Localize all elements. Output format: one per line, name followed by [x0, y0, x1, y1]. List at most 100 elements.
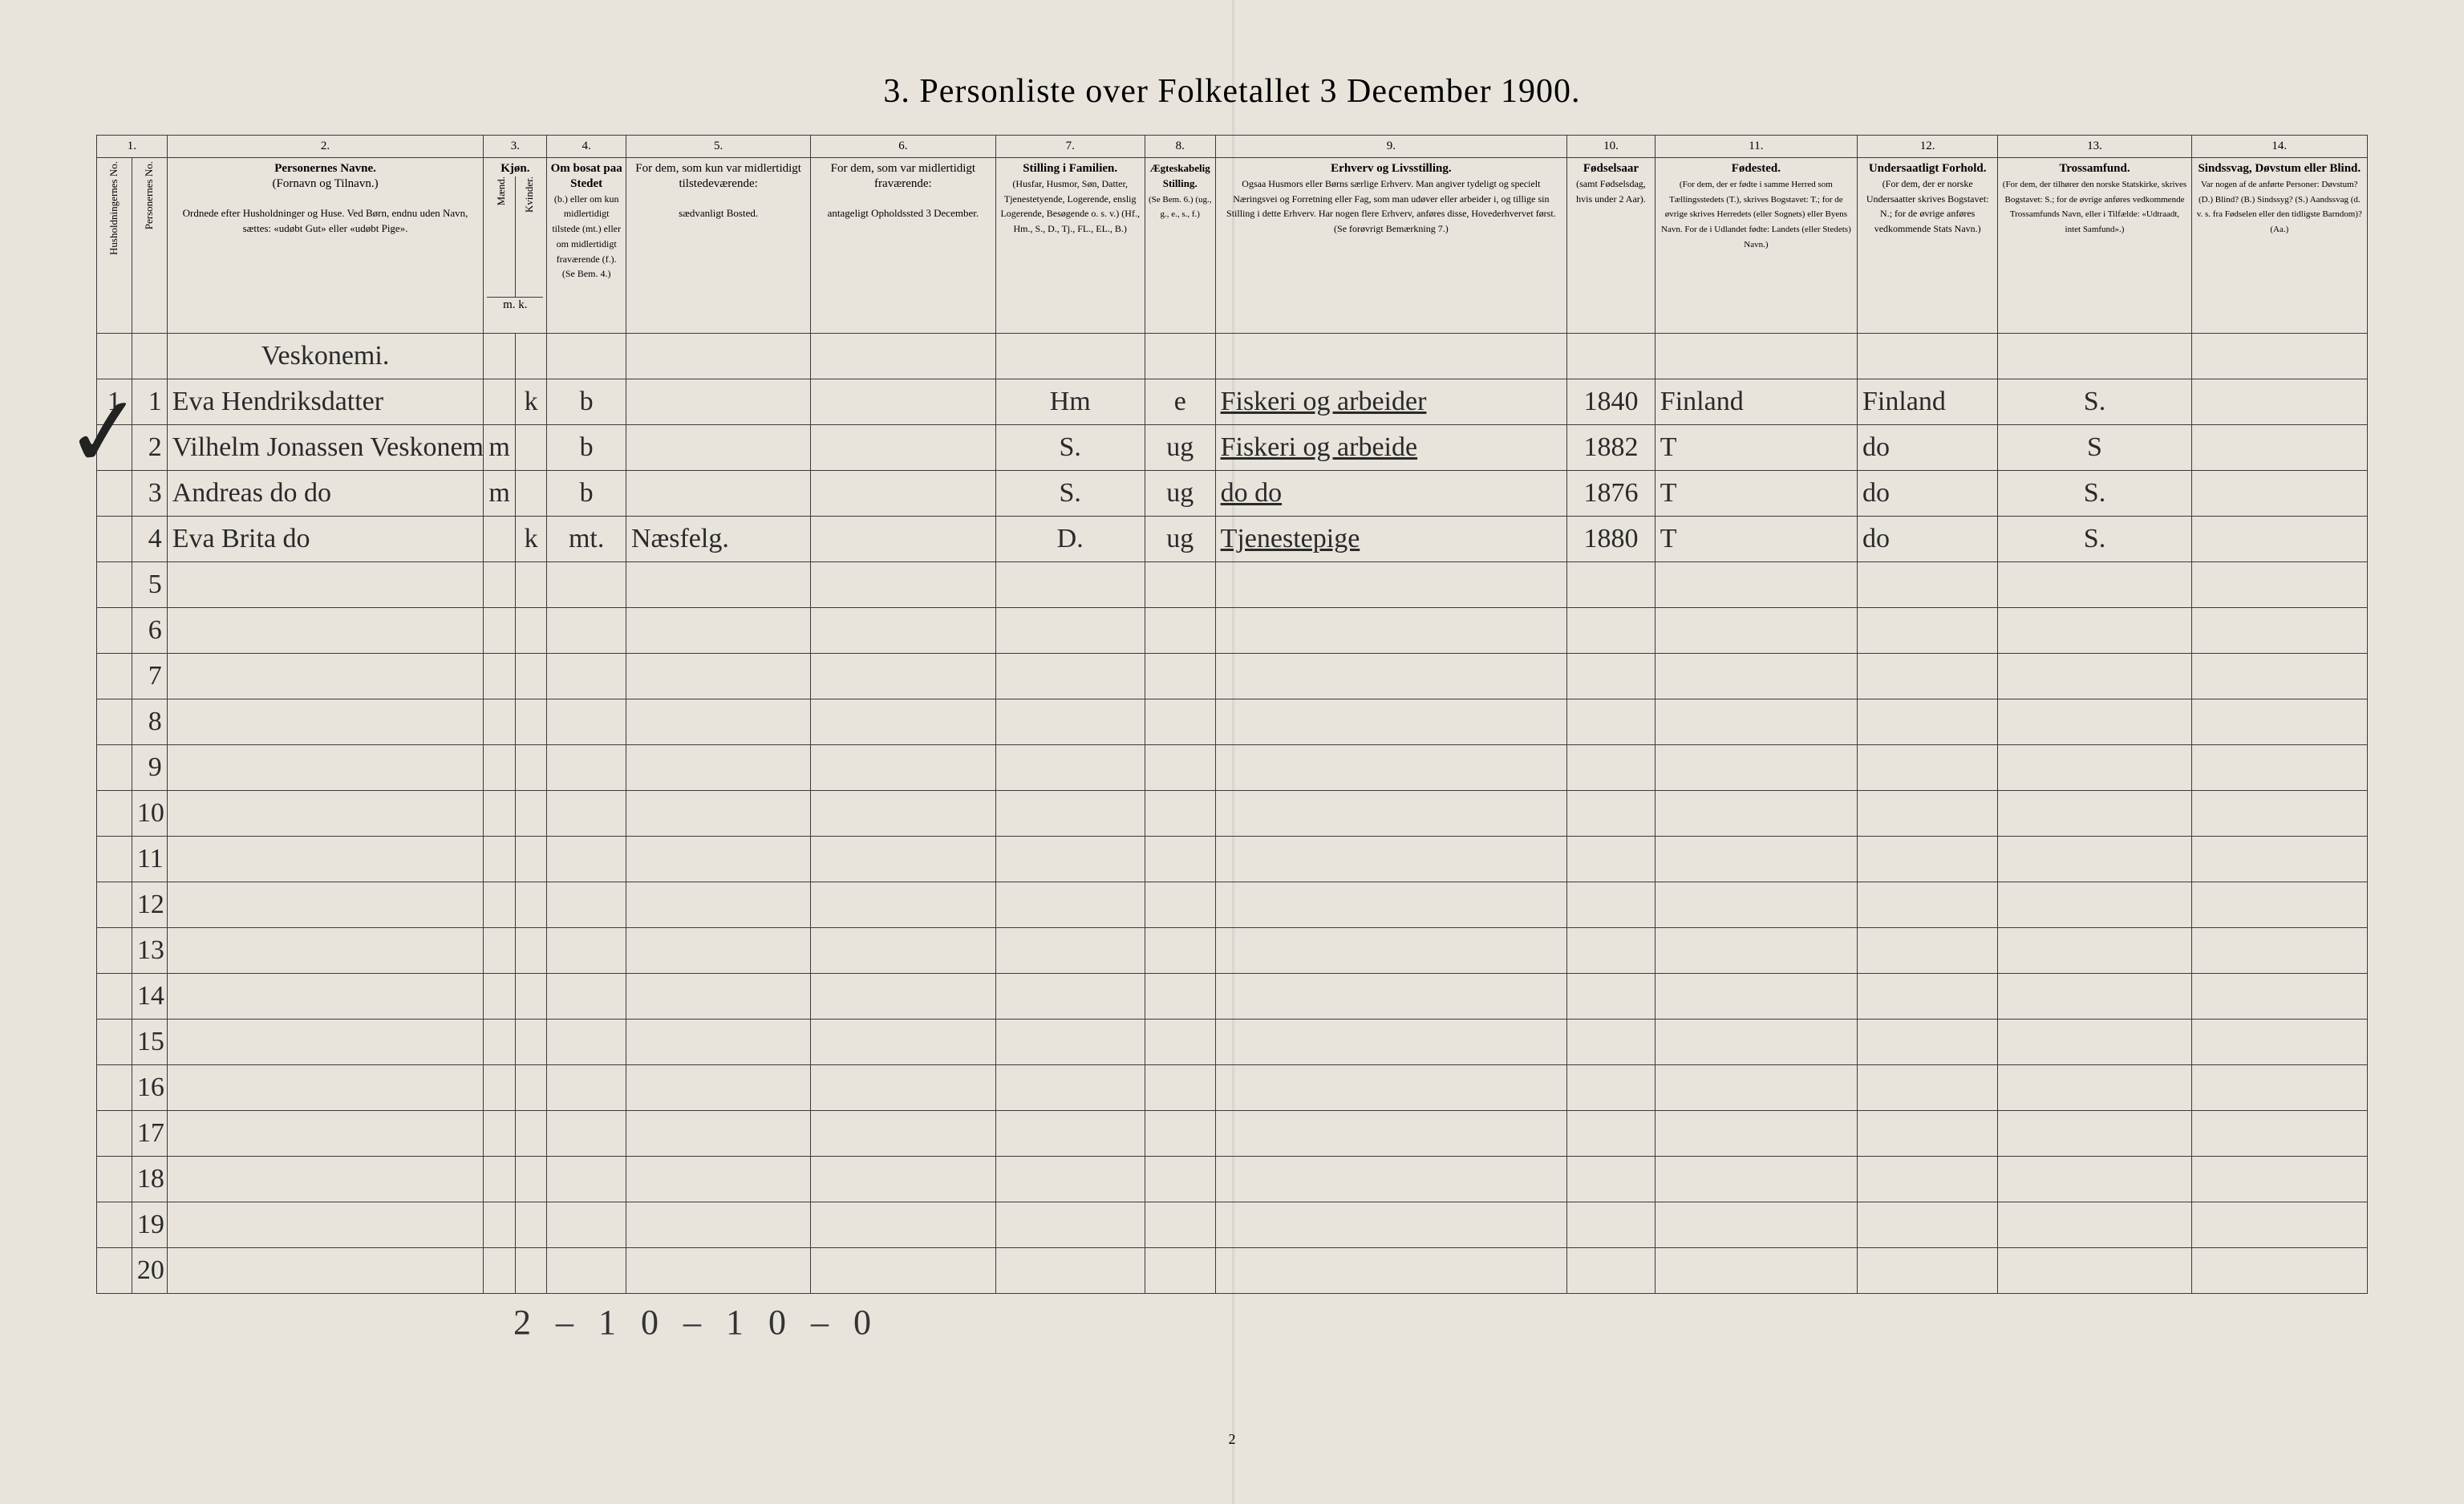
- cell-name: Vilhelm Jonassen Veskonemi: [167, 425, 484, 471]
- table-row-empty: 13: [97, 928, 2368, 974]
- head-disability: Sindssvag, Døvstum eller Blind. Var noge…: [2191, 158, 2367, 334]
- head-sex: Kjøn. Mænd. Kvinder. m. k.: [484, 158, 547, 334]
- table-row: 3Andreas do dombS.ugdo do1876TdoS.: [97, 471, 2368, 517]
- cell-birthyear: 1840: [1567, 379, 1656, 425]
- table-row-empty: 19: [97, 1202, 2368, 1248]
- cell-sex-k: [515, 425, 546, 471]
- cell-persno: 1: [132, 379, 167, 425]
- cell-sex-k: k: [515, 517, 546, 562]
- cell-disability: [2191, 517, 2367, 562]
- table-header: 1. 2. 3. 4. 5. 6. 7. 8. 9. 10. 11. 12. 1…: [97, 136, 2368, 334]
- head-religion: Trossamfund. (For dem, der tilhører den …: [1998, 158, 2191, 334]
- cell-c5: [626, 471, 811, 517]
- cell-resident: mt.: [547, 517, 626, 562]
- table-row-empty: 9: [97, 745, 2368, 791]
- colnum-12: 12.: [1857, 136, 1997, 158]
- cell-marital: ug: [1145, 425, 1215, 471]
- cell-disability: [2191, 379, 2367, 425]
- table-row-empty: 15: [97, 1020, 2368, 1065]
- footer-tally: 2 – 1 0 – 1 0 – 0: [96, 1302, 2368, 1343]
- cell-birthplace: T: [1655, 425, 1857, 471]
- colnum-13: 13.: [1998, 136, 2191, 158]
- table-row: 4Eva Brita dokmt.Næsfelg.D.ugTjenestepig…: [97, 517, 2368, 562]
- cell-occupation: do do: [1215, 471, 1567, 517]
- cell-occupation: Tjenestepige: [1215, 517, 1567, 562]
- head-resident: Om bosat paa Stedet (b.) eller om kun mi…: [547, 158, 626, 334]
- cell-occupation: Fiskeri og arbeider: [1215, 379, 1567, 425]
- colnum-9: 9.: [1215, 136, 1567, 158]
- header-text-row: Husholdningernes No. Personernes No. Per…: [97, 158, 2368, 334]
- table-row-empty: 20: [97, 1248, 2368, 1294]
- cell-sex-m: [484, 517, 515, 562]
- cell-family: S.: [995, 425, 1145, 471]
- census-page: ✓ 3. Personliste over Folketallet 3 Dece…: [0, 0, 2464, 1504]
- cell-c6: [811, 517, 995, 562]
- cell-religion: S.: [1998, 471, 2191, 517]
- cell-sex-k: [515, 471, 546, 517]
- table-row-empty: 8: [97, 699, 2368, 745]
- colnum-8: 8.: [1145, 136, 1215, 158]
- colnum-5: 5.: [626, 136, 811, 158]
- cell-family: D.: [995, 517, 1145, 562]
- cell-sex-m: m: [484, 471, 515, 517]
- colnum-1: 1.: [97, 136, 168, 158]
- page-title: 3. Personliste over Folketallet 3 Decemb…: [96, 72, 2368, 111]
- head-birthyear: Fødselsaar (samt Fødselsdag, hvis under …: [1567, 158, 1656, 334]
- cell-hhno: [97, 517, 132, 562]
- head-names: Personernes Navne. (Fornavn og Tilnavn.)…: [167, 158, 484, 334]
- table-row-empty: 6: [97, 608, 2368, 654]
- cell-c6: [811, 379, 995, 425]
- cell-disability: [2191, 471, 2367, 517]
- cell-nationality: do: [1857, 471, 1997, 517]
- head-family-pos: Stilling i Familien. (Husfar, Husmor, Sø…: [995, 158, 1145, 334]
- cell-religion: S: [1998, 425, 2191, 471]
- colnum-14: 14.: [2191, 136, 2367, 158]
- cell-persno: 3: [132, 471, 167, 517]
- head-nationality: Undersaatligt Forhold. (For dem, der er …: [1857, 158, 1997, 334]
- table-row-empty: 10: [97, 791, 2368, 837]
- cell-nationality: Finland: [1857, 379, 1997, 425]
- cell-resident: b: [547, 471, 626, 517]
- place-name: Veskonemi.: [167, 334, 484, 379]
- head-occupation: Erhverv og Livsstilling. Ogsaa Husmors e…: [1215, 158, 1567, 334]
- colnum-10: 10.: [1567, 136, 1656, 158]
- cell-occupation: Fiskeri og arbeide: [1215, 425, 1567, 471]
- table-row-empty: 17: [97, 1111, 2368, 1157]
- cell-hhno: 1: [97, 379, 132, 425]
- cell-birthyear: 1882: [1567, 425, 1656, 471]
- table-row-empty: 7: [97, 654, 2368, 699]
- head-persno: Personernes No.: [132, 158, 167, 334]
- colnum-4: 4.: [547, 136, 626, 158]
- cell-c5: Næsfelg.: [626, 517, 811, 562]
- cell-c6: [811, 425, 995, 471]
- table-row: 2Vilhelm Jonassen Veskonemimb S.ugFiskeri…: [97, 425, 2368, 471]
- cell-persno: 4: [132, 517, 167, 562]
- table-row-empty: 18: [97, 1157, 2368, 1202]
- cell-sex-m: [484, 379, 515, 425]
- cell-nationality: do: [1857, 517, 1997, 562]
- head-temp-absent: For dem, som var midlertidigt fraværende…: [811, 158, 995, 334]
- cell-nationality: do: [1857, 425, 1997, 471]
- colnum-11: 11.: [1655, 136, 1857, 158]
- cell-family: Hm: [995, 379, 1145, 425]
- table-row-empty: 14: [97, 974, 2368, 1020]
- colnum-3: 3.: [484, 136, 547, 158]
- cell-name: Andreas do do: [167, 471, 484, 517]
- cell-resident: b: [547, 425, 626, 471]
- colnum-7: 7.: [995, 136, 1145, 158]
- cell-birthplace: Finland: [1655, 379, 1857, 425]
- cell-hhno: [97, 425, 132, 471]
- cell-marital: ug: [1145, 471, 1215, 517]
- cell-hhno: [97, 471, 132, 517]
- table-row-empty: 5: [97, 562, 2368, 608]
- cell-c6: [811, 471, 995, 517]
- colnum-6: 6.: [811, 136, 995, 158]
- cell-birthplace: T: [1655, 471, 1857, 517]
- cell-resident: b: [547, 379, 626, 425]
- table-body: Veskonemi.11Eva HendriksdatterkbHmeFiske…: [97, 334, 2368, 1294]
- head-hhno: Husholdningernes No.: [97, 158, 132, 334]
- cell-c5: [626, 379, 811, 425]
- cell-sex-m: m: [484, 425, 515, 471]
- cell-name: Eva Brita do: [167, 517, 484, 562]
- cell-persno: 2: [132, 425, 167, 471]
